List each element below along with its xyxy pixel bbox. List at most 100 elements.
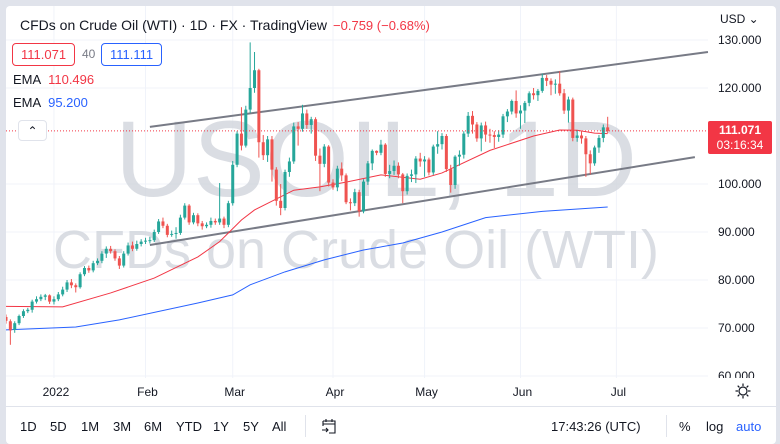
- candle-down: [340, 168, 344, 176]
- candle-up: [61, 289, 65, 295]
- candle-up: [174, 232, 178, 234]
- candle-up: [392, 165, 396, 172]
- candle-down: [558, 83, 562, 94]
- time-tick-label: Mar: [224, 385, 245, 399]
- candle-down: [584, 138, 588, 155]
- candle-up: [266, 139, 270, 156]
- sell-button[interactable]: 111.071: [12, 43, 76, 66]
- candle-up: [527, 93, 531, 103]
- buy-button[interactable]: 111.111: [101, 43, 163, 66]
- log-toggle[interactable]: log: [706, 419, 724, 434]
- candle-down: [187, 205, 191, 223]
- candle-down: [318, 155, 322, 164]
- candle-down: [484, 125, 488, 135]
- sun-icon[interactable]: [735, 383, 751, 399]
- candle-up: [91, 263, 95, 271]
- candle-down: [161, 221, 165, 226]
- candle-up: [457, 154, 461, 157]
- candle-up: [440, 136, 444, 145]
- candle-down: [327, 146, 331, 183]
- bottom-toolbar: 1D 5D 1M 3M 6M YTD 1Y 5Y All 17:43:26 (U…: [6, 406, 776, 444]
- candle-down: [492, 135, 496, 137]
- candle-down: [117, 258, 121, 266]
- candle-up: [283, 172, 287, 208]
- candle-up: [518, 110, 522, 114]
- trendline[interactable]: [149, 51, 709, 128]
- candle-up: [405, 175, 409, 192]
- candle-up: [379, 144, 383, 153]
- candle-up: [536, 90, 540, 96]
- percent-toggle[interactable]: %: [679, 419, 691, 434]
- collapse-legend-button[interactable]: ⌃: [18, 120, 47, 141]
- ema-slow-value: 95.200: [48, 95, 88, 110]
- candle-down: [375, 150, 379, 153]
- range-all[interactable]: All: [272, 419, 287, 434]
- range-ytd[interactable]: YTD: [176, 419, 202, 434]
- candle-up: [231, 164, 235, 204]
- range-6m[interactable]: 6M: [144, 419, 163, 434]
- candle-down: [8, 321, 12, 331]
- candle-up: [300, 113, 304, 129]
- candle-up: [218, 218, 222, 223]
- trendline[interactable]: [149, 156, 696, 246]
- calendar-goto-icon[interactable]: [321, 417, 337, 435]
- candle-up: [466, 115, 470, 134]
- candle-down: [357, 192, 361, 212]
- range-1d[interactable]: 1D: [20, 419, 37, 434]
- candle-down: [396, 165, 400, 175]
- candle-up: [510, 100, 514, 112]
- candle-up: [553, 83, 557, 85]
- candle-down: [549, 80, 553, 85]
- watermark-symbol: USOIL, 1D: [115, 98, 637, 219]
- candle-down: [314, 119, 318, 156]
- candle-down: [331, 182, 335, 188]
- chart-legend-title: CFDs on Crude Oil (WTI) · 1D · FX · Trad…: [20, 17, 430, 33]
- candle-up: [126, 245, 130, 254]
- candle-up: [248, 88, 252, 110]
- candle-up: [78, 274, 82, 288]
- candle-down: [418, 158, 422, 162]
- axis-corner: [708, 378, 776, 406]
- candle-up: [462, 133, 466, 155]
- candle-down: [580, 135, 584, 139]
- range-3m[interactable]: 3M: [113, 419, 132, 434]
- candle-down: [222, 218, 226, 225]
- range-5d[interactable]: 5D: [50, 419, 67, 434]
- ema-fast-legend[interactable]: EMA 110.496: [13, 72, 94, 87]
- time-tick-label: May: [415, 385, 438, 399]
- candle-up: [414, 158, 418, 175]
- ema-slow-legend[interactable]: EMA 95.200: [13, 95, 88, 110]
- auto-toggle[interactable]: auto: [736, 419, 762, 434]
- candle-up: [82, 268, 86, 275]
- candle-up: [409, 174, 413, 176]
- candle-up: [65, 282, 69, 290]
- range-1m[interactable]: 1M: [81, 419, 100, 434]
- candle-down: [562, 93, 566, 111]
- candle-up: [30, 301, 34, 310]
- candle-up: [436, 144, 440, 147]
- candle-down: [257, 70, 261, 143]
- price-tick-label: 70.000: [718, 321, 755, 335]
- range-1y[interactable]: 1Y: [213, 419, 229, 434]
- candle-down: [588, 154, 592, 164]
- candle-up: [597, 137, 601, 148]
- price-axis[interactable]: [708, 6, 776, 406]
- chevron-up-icon: ⌃: [27, 124, 38, 138]
- candle-down: [532, 93, 536, 96]
- candle-up: [152, 232, 156, 241]
- currency-selector[interactable]: USD ⌄: [720, 12, 759, 26]
- candle-down: [514, 100, 518, 114]
- ema-label: EMA: [13, 95, 41, 110]
- range-5y[interactable]: 5Y: [243, 419, 259, 434]
- price-tick-label: 100.000: [718, 177, 762, 191]
- candle-up: [56, 294, 60, 300]
- candle-down: [109, 248, 113, 252]
- candle-down: [401, 174, 405, 192]
- candle-up: [135, 244, 139, 249]
- candle-down: [48, 295, 52, 302]
- candle-down: [305, 113, 309, 125]
- candle-down: [427, 159, 431, 173]
- price-tick-label: 130.000: [718, 33, 762, 47]
- clock[interactable]: 17:43:26 (UTC): [551, 419, 641, 434]
